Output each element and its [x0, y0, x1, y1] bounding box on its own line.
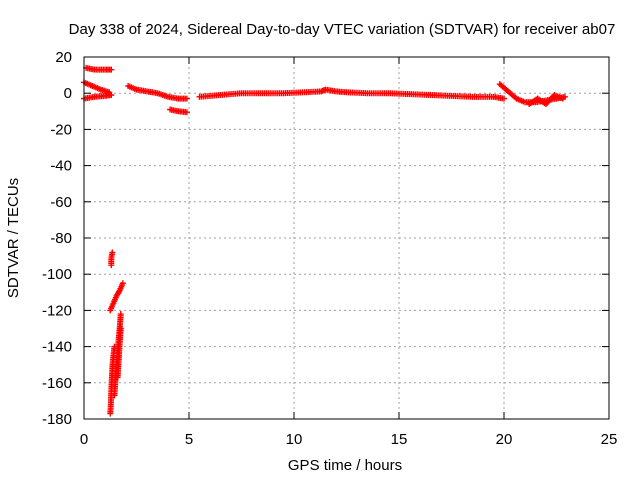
data-point [501, 95, 507, 102]
x-tick-label: 0 [80, 431, 88, 448]
x-tick-label: 20 [496, 431, 513, 448]
chart-title: Day 338 of 2024, Sidereal Day-to-day VTE… [69, 21, 616, 38]
y-tick-label: 20 [55, 49, 72, 66]
y-tick-label: -80 [50, 230, 72, 247]
data-point [183, 95, 190, 102]
y-tick-label: -180 [42, 411, 72, 428]
x-tick-label: 25 [601, 431, 618, 448]
x-tick-labels: 0 5 10 15 20 25 [80, 431, 618, 448]
y-tick-label: -160 [42, 375, 72, 392]
y-tick-label: 0 [64, 85, 72, 102]
data-point [108, 66, 115, 73]
data-point [106, 89, 113, 96]
y-tick-label: -20 [50, 121, 72, 138]
x-axis-label: GPS time / hours [288, 457, 402, 474]
x-tick-label: 15 [391, 431, 408, 448]
data-points [81, 64, 568, 417]
x-tick-label: 5 [185, 431, 193, 448]
data-point [117, 325, 124, 332]
y-axis-label: SDTVAR / TECUs [5, 178, 22, 298]
x-tick-label: 10 [286, 431, 303, 448]
y-tick-label: -60 [50, 194, 72, 211]
data-point [183, 109, 190, 116]
y-tick-label: -120 [42, 302, 72, 319]
grid [84, 57, 609, 419]
data-point [559, 95, 566, 102]
y-tick-label: -40 [50, 158, 72, 175]
data-point [117, 311, 124, 318]
plot-frame [83, 56, 610, 420]
data-point [108, 262, 115, 269]
y-tick-labels: 20 0 -20 -40 -60 -80 -100 -120 -140 -160 -180 [42, 49, 72, 428]
data-point [119, 280, 126, 287]
y-tick-label: -140 [42, 339, 72, 356]
y-tick-label: -100 [42, 266, 72, 283]
